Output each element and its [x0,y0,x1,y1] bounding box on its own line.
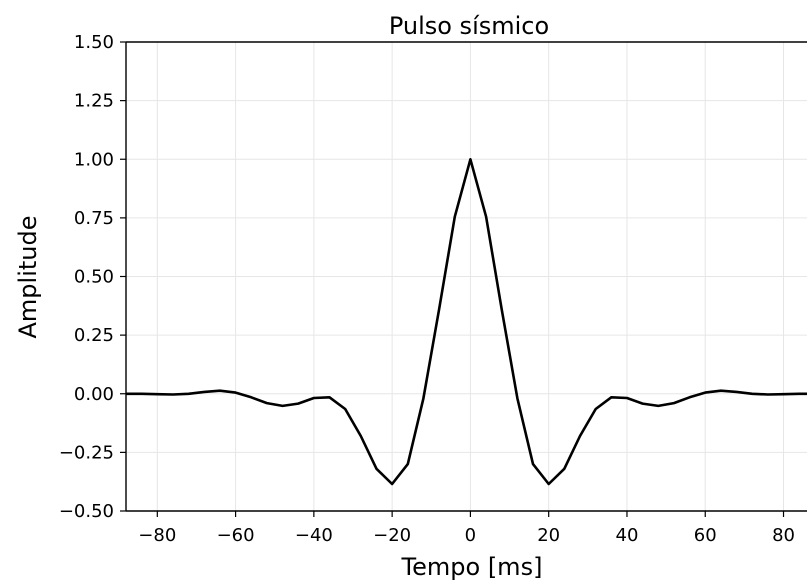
y-tick-label: −0.50 [59,501,114,522]
x-tick-label: 20 [537,525,560,546]
y-tick-label: 1.50 [74,32,114,53]
y-tick-label: 0.00 [74,384,114,405]
ticks: −80 −60 −40 −20 0 20 40 60 80 −0.50 −0.25 0.00 0.25 0… [59,32,795,546]
x-tick-label: −40 [295,525,333,546]
x-tick-label: 80 [772,525,795,546]
x-tick-label: 0 [465,525,476,546]
x-tick-label: −60 [217,525,255,546]
y-tick-label: −0.25 [59,442,114,463]
y-tick-label: 0.25 [74,325,114,346]
x-tick-label: −20 [373,525,411,546]
y-tick-label: 0.50 [74,267,114,288]
y-axis-label: Amplitude [14,216,42,339]
y-tick-label: 1.25 [74,91,114,112]
y-tick-label: 1.00 [74,149,114,170]
chart-title: Pulso sísmico [389,12,549,40]
x-tick-label: −80 [138,525,176,546]
y-tick-label: 0.75 [74,208,114,229]
series-layer [125,158,807,486]
series-line [126,158,807,486]
grid [126,41,807,512]
x-tick-label: 60 [694,525,717,546]
x-tick-label: 40 [616,525,639,546]
x-axis-label: Tempo [ms] [401,553,543,581]
